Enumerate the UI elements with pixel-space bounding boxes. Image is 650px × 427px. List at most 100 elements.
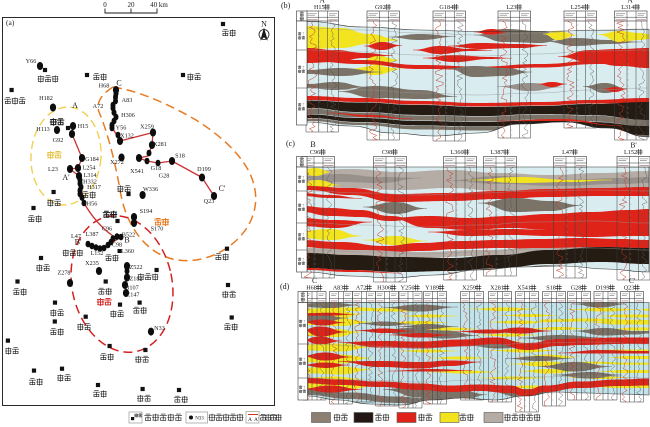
- svg-text:X272: X272: [110, 159, 124, 166]
- svg-text:L387: L387: [491, 149, 504, 156]
- svg-text:H56: H56: [87, 201, 98, 208]
- svg-text:L360: L360: [121, 248, 134, 255]
- svg-text:Q23: Q23: [624, 285, 635, 292]
- svg-text:H113: H113: [36, 126, 50, 133]
- svg-text:A: A: [72, 101, 78, 110]
- svg-text:C': C': [629, 276, 636, 285]
- svg-text:C96: C96: [102, 226, 112, 233]
- svg-text:Z182: Z182: [129, 276, 142, 283]
- svg-text:X541: X541: [517, 285, 531, 292]
- svg-text:H306: H306: [377, 285, 391, 292]
- svg-text:7: 7: [302, 103, 304, 107]
- svg-text:(b): (b): [281, 1, 291, 10]
- svg-text:Y189: Y189: [425, 285, 439, 292]
- svg-text:N33: N33: [195, 417, 204, 422]
- svg-text:C: C: [116, 79, 121, 88]
- svg-text:X132: X132: [120, 133, 134, 140]
- svg-text:(d): (d): [280, 282, 290, 291]
- svg-text:B: B: [124, 236, 129, 245]
- svg-text:G184: G184: [85, 156, 99, 163]
- svg-text:C: C: [312, 276, 317, 285]
- svg-text:X281: X281: [153, 141, 167, 148]
- svg-text:B522: B522: [122, 232, 135, 239]
- svg-text:7: 7: [303, 320, 305, 324]
- svg-text:0: 0: [103, 1, 107, 9]
- svg-text:A72: A72: [93, 103, 104, 110]
- svg-text:G28: G28: [571, 285, 582, 292]
- svg-text:L254: L254: [571, 4, 584, 11]
- svg-text:7: 7: [302, 204, 304, 208]
- svg-text:20: 20: [128, 1, 136, 9]
- svg-text:G28: G28: [159, 173, 170, 180]
- svg-text:L47: L47: [71, 233, 81, 240]
- svg-text:H15: H15: [314, 4, 325, 11]
- svg-text:B107: B107: [125, 285, 138, 292]
- svg-text:A: A: [248, 417, 252, 423]
- svg-text:7: 7: [303, 358, 305, 362]
- svg-text:7: 7: [302, 66, 304, 70]
- svg-text:C': C': [219, 184, 226, 193]
- svg-text:H68: H68: [306, 285, 317, 292]
- svg-text:L152: L152: [624, 149, 637, 156]
- svg-text:Z522: Z522: [129, 264, 142, 271]
- svg-text:7: 7: [302, 233, 304, 237]
- svg-text:7: 7: [302, 32, 304, 36]
- svg-text:L387: L387: [85, 231, 98, 238]
- svg-text:H332: H332: [83, 179, 97, 186]
- svg-text:D199: D199: [197, 166, 211, 173]
- svg-text:L314: L314: [621, 4, 634, 11]
- svg-text:H68: H68: [99, 83, 110, 90]
- svg-text:C98: C98: [382, 149, 392, 156]
- svg-text:X259: X259: [462, 285, 476, 292]
- svg-text:C96: C96: [310, 149, 320, 156]
- svg-text:7: 7: [302, 258, 304, 262]
- svg-text:H306: H306: [121, 112, 135, 119]
- svg-text:X259: X259: [140, 124, 154, 131]
- svg-text:N: N: [261, 20, 267, 29]
- svg-text:G18: G18: [151, 165, 162, 172]
- svg-text:7: 7: [303, 386, 305, 390]
- svg-text:S18: S18: [175, 153, 185, 160]
- svg-text:H15: H15: [78, 123, 89, 130]
- svg-text:A': A': [254, 417, 259, 423]
- svg-text:A83: A83: [122, 97, 133, 104]
- svg-text:B': B': [630, 141, 637, 150]
- svg-text:L314: L314: [83, 172, 96, 179]
- svg-text:Y56: Y56: [116, 125, 127, 132]
- svg-text:L254: L254: [82, 165, 95, 172]
- svg-text:X235: X235: [85, 260, 99, 267]
- svg-text:Y66: Y66: [26, 58, 37, 65]
- svg-text:S194: S194: [140, 208, 153, 215]
- svg-text:Q23: Q23: [204, 198, 215, 205]
- svg-text:Z147: Z147: [126, 292, 139, 299]
- svg-text:B': B': [75, 238, 82, 247]
- svg-text:A: A: [320, 0, 326, 5]
- svg-text:L23: L23: [506, 4, 516, 11]
- svg-text:(c): (c): [286, 139, 295, 148]
- svg-text:A': A': [627, 0, 634, 5]
- svg-text:(a): (a): [6, 18, 15, 27]
- svg-text:H317: H317: [87, 184, 101, 191]
- svg-text:S18: S18: [546, 285, 556, 292]
- svg-text:A72: A72: [356, 285, 367, 292]
- svg-text:S170: S170: [151, 226, 164, 233]
- svg-text:L152: L152: [90, 250, 103, 257]
- svg-text:7: 7: [302, 176, 304, 180]
- svg-text:X541: X541: [130, 168, 144, 175]
- svg-text:G92: G92: [375, 4, 386, 11]
- svg-text:W336: W336: [143, 186, 158, 193]
- svg-text:A83: A83: [333, 285, 344, 292]
- svg-text:G184: G184: [439, 4, 453, 11]
- svg-text:N33: N33: [154, 325, 165, 332]
- svg-text:L23: L23: [48, 166, 58, 173]
- svg-text:40 km: 40 km: [150, 1, 168, 9]
- svg-text:D199: D199: [596, 285, 610, 292]
- svg-text:H182: H182: [39, 95, 53, 102]
- svg-text:B: B: [310, 140, 315, 149]
- svg-text:X281: X281: [490, 285, 504, 292]
- svg-text:Y256: Y256: [401, 285, 415, 292]
- svg-text:C98: C98: [112, 242, 122, 249]
- svg-text:L360: L360: [451, 149, 464, 156]
- svg-text:L47: L47: [562, 149, 572, 156]
- svg-text:A': A': [62, 173, 70, 182]
